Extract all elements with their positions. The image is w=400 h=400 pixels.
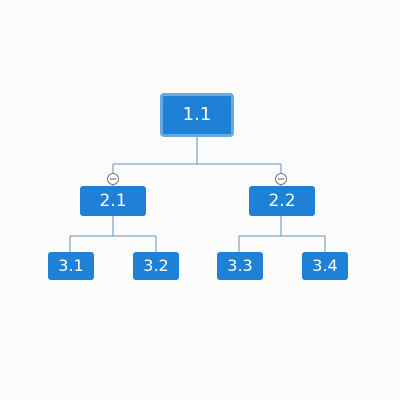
node-label: 1.1 [182, 104, 212, 125]
node-2-2[interactable]: 2.2 [249, 186, 315, 216]
node-3-2[interactable]: 3.2 [133, 252, 179, 280]
node-label: 3.2 [143, 256, 169, 275]
node-label: 3.3 [227, 256, 253, 275]
node-label: 3.4 [312, 256, 338, 275]
node-label: 2.1 [99, 190, 127, 211]
node-3-3[interactable]: 3.3 [217, 252, 263, 280]
collapse-icon[interactable] [275, 173, 287, 185]
node-3-1[interactable]: 3.1 [48, 252, 94, 280]
node-root[interactable]: 1.1 [160, 93, 234, 137]
node-label: 2.2 [268, 190, 296, 211]
node-2-1[interactable]: 2.1 [80, 186, 146, 216]
node-3-4[interactable]: 3.4 [302, 252, 348, 280]
node-label: 3.1 [58, 256, 84, 275]
collapse-icon[interactable] [107, 173, 119, 185]
